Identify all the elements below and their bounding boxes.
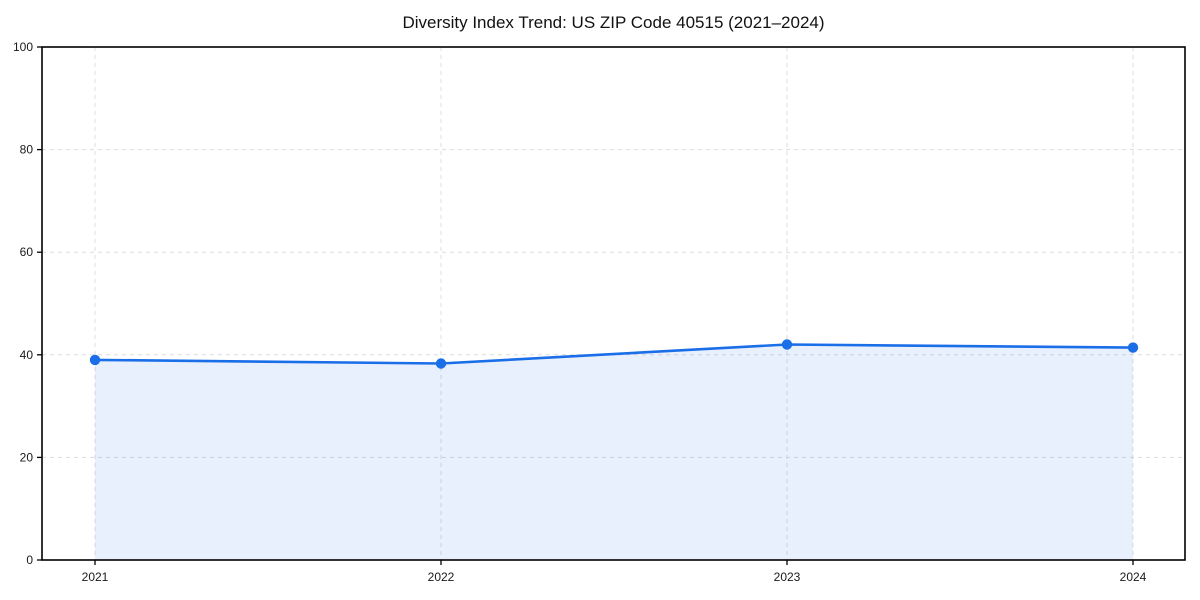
area-fill [95,344,1133,560]
data-point-2021 [89,354,101,366]
y-tick-label-80: 80 [20,143,34,157]
x-tick-label-2022: 2022 [428,570,455,584]
x-tick-label-2021: 2021 [82,570,109,584]
data-point-2024 [1127,342,1139,353]
y-tick-label-60: 60 [20,245,34,259]
chart-title: Diversity Index Trend: US ZIP Code 40515… [402,13,824,32]
gridlines-layer [42,46,1185,561]
data-point-2022 [435,358,447,369]
data-point-2023 [781,339,793,350]
axes-layer [37,46,1186,565]
tick-labels-layer: 0 20 40 60 80 100 2021 2022 2023 2024 [13,40,1147,584]
y-tick-label-20: 20 [20,450,34,464]
y-tick-label-100: 100 [13,40,33,54]
plot-border [41,46,1186,561]
y-tick-label-40: 40 [20,348,34,362]
trend-line-diversity-index [93,343,1135,365]
x-tick-label-2024: 2024 [1120,570,1147,584]
x-tick-label-2023: 2023 [774,570,801,584]
y-tick-label-0: 0 [26,553,33,567]
plot-layer [89,339,1139,560]
